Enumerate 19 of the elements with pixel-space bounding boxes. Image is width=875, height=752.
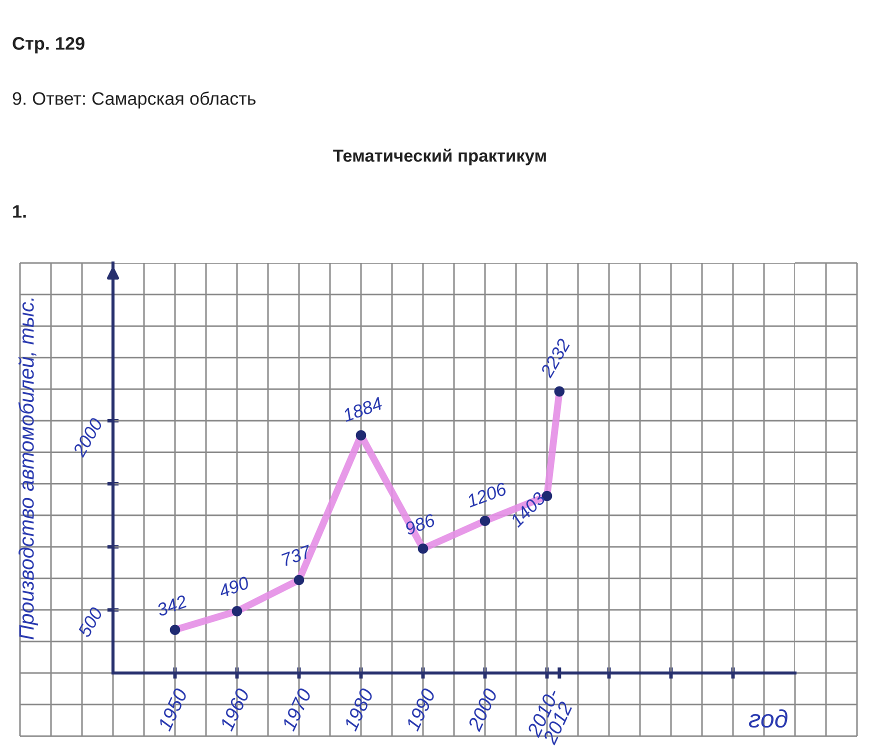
data-label: 490: [218, 576, 250, 598]
data-label: 986: [404, 513, 436, 536]
data-label: 1884: [342, 396, 383, 422]
text: 1.: [13, 205, 26, 218]
y-axis-title: Производство автомобилей, тыс.: [18, 298, 38, 640]
text: 9. Ответ: Самарская область: [12, 92, 256, 108]
data-label: 737: [281, 544, 313, 566]
x-tick-label: 2010-2012: [526, 687, 573, 746]
x-tick-label: 2000: [467, 687, 498, 732]
x-tick-label: 1950: [157, 687, 188, 732]
x-tick-label: 1990: [405, 687, 436, 732]
data-label: 342: [156, 594, 188, 617]
chart-title: Тематический практикум: [333, 148, 546, 166]
data-label: 1206: [466, 482, 508, 508]
x-tick-label: 1970: [281, 687, 312, 732]
x-tick-label: 1980: [343, 687, 374, 732]
x-tick-label: 1960: [219, 687, 250, 732]
text: Стр. 129: [12, 37, 84, 54]
y-tick-label: 500: [77, 606, 104, 638]
